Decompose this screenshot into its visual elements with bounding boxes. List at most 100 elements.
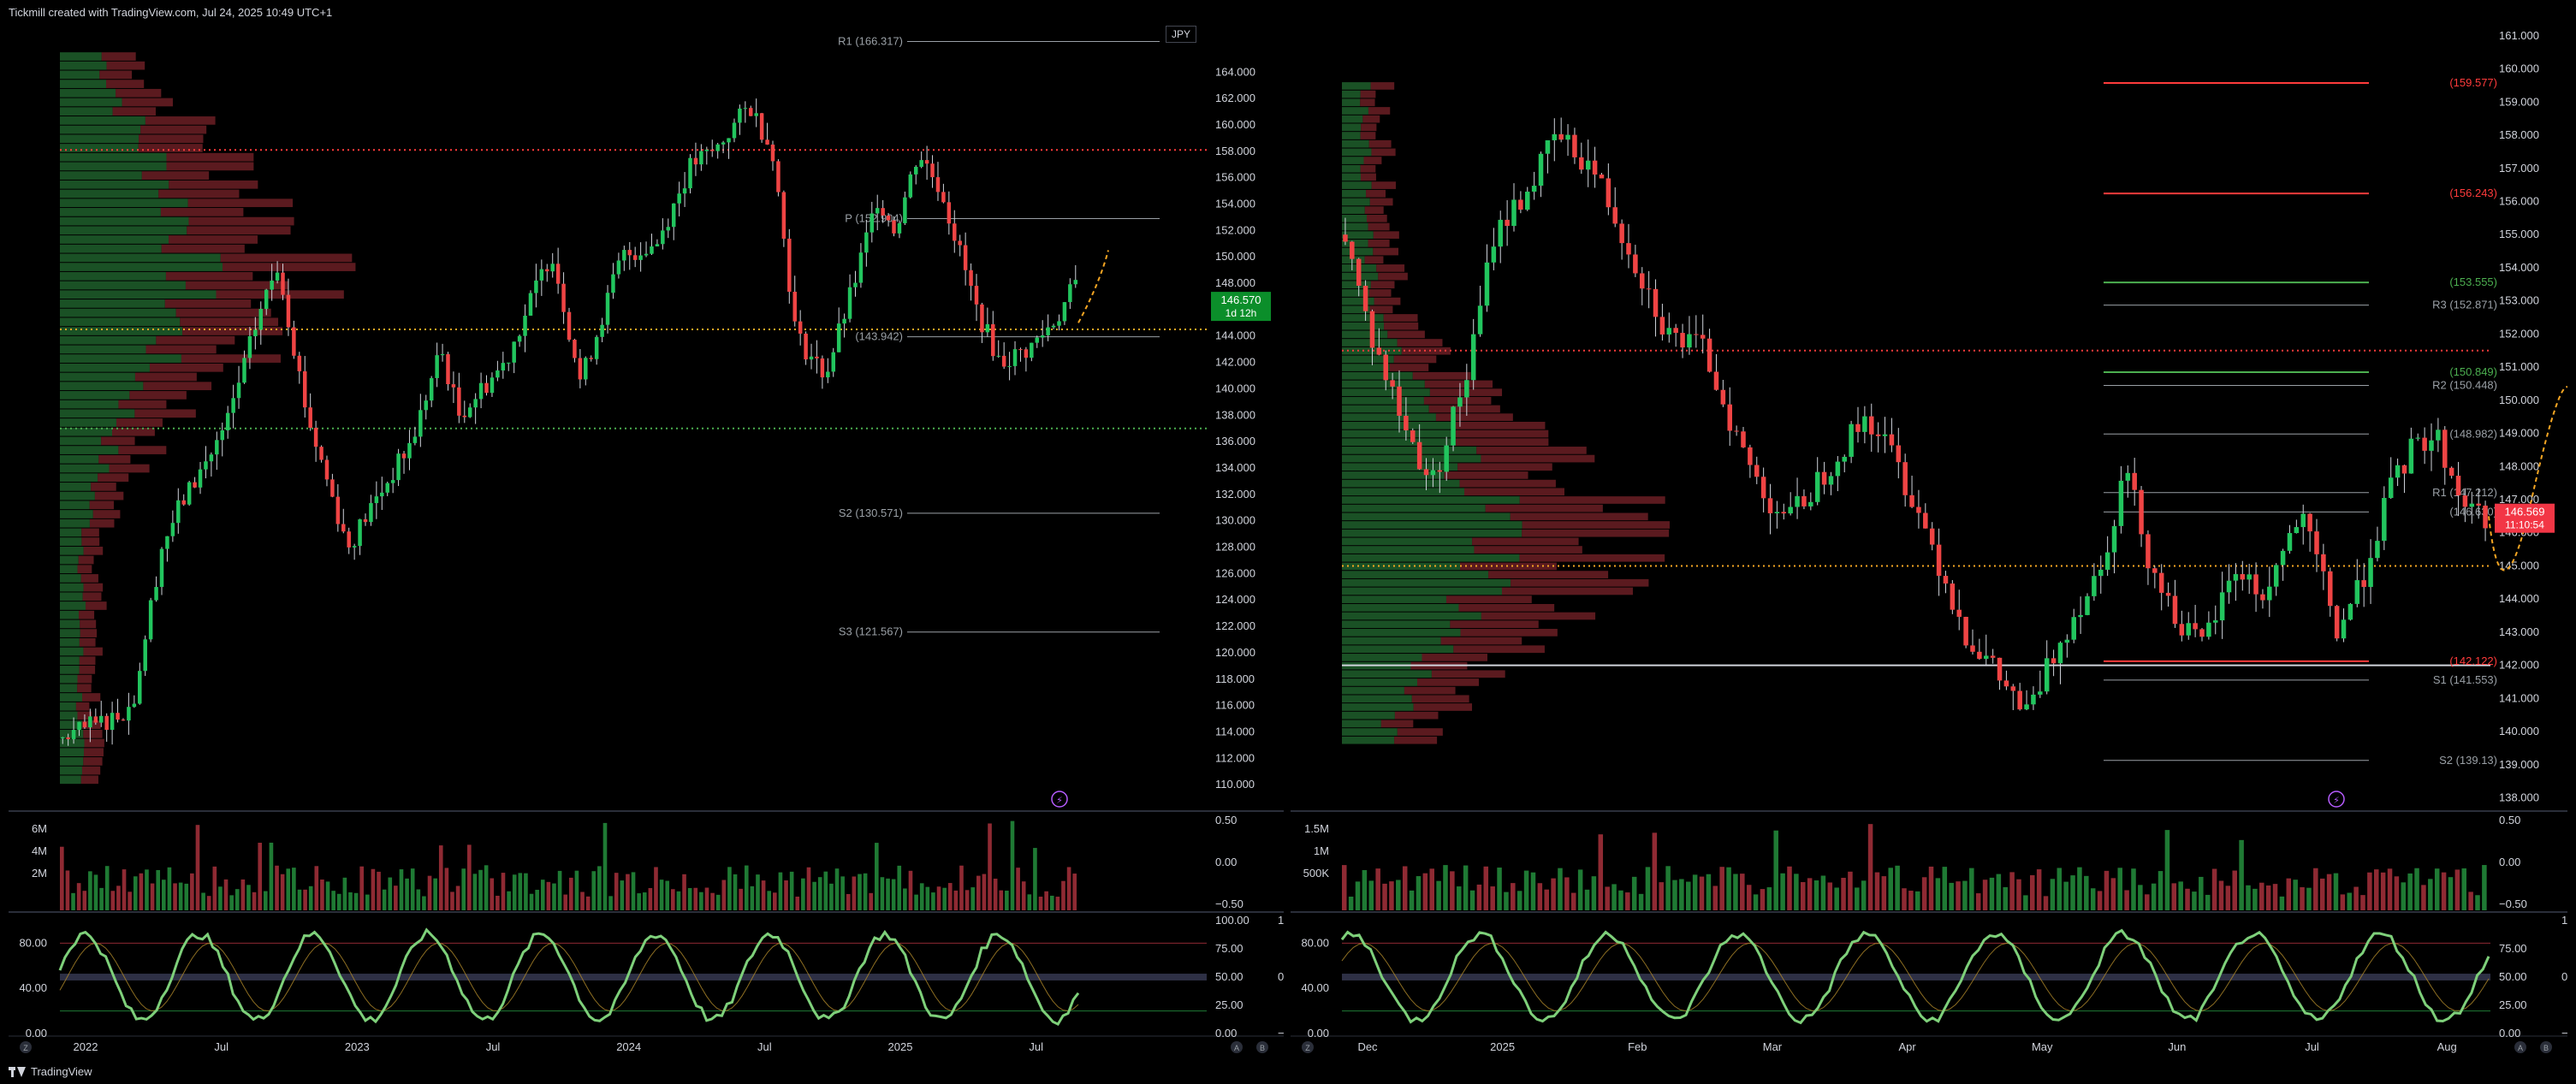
candle-body xyxy=(517,335,522,342)
volume-bar xyxy=(936,886,941,910)
x-tick-label: Jul xyxy=(486,1040,501,1053)
volume-profile-bar xyxy=(1510,512,1648,521)
volume-bar xyxy=(563,894,568,910)
candle-body xyxy=(2307,513,2312,532)
candle-body xyxy=(1956,609,1962,617)
chart-svg-left[interactable]: 164.000 162.000 160.000 158.000 156.000 154.0… xyxy=(9,24,1325,1059)
volume-profile-bar xyxy=(1342,496,1520,504)
pivot-level-label: S2 (139.13) xyxy=(2439,754,2497,767)
candle-body xyxy=(165,536,169,549)
candle-body xyxy=(693,157,698,165)
candle-body xyxy=(1356,258,1362,286)
volume-profile-bar xyxy=(60,290,217,299)
volume-bar xyxy=(490,878,495,910)
volume-profile-bar xyxy=(89,501,114,510)
volume-profile-bar xyxy=(60,510,93,518)
volume-profile-bar xyxy=(1460,629,1558,637)
volume-bar xyxy=(1692,874,1698,910)
volume-bar xyxy=(863,873,868,910)
candle-body xyxy=(1397,386,1402,416)
candle-body xyxy=(1558,133,1564,140)
currency-badge[interactable]: JPY xyxy=(1166,26,1197,43)
volume-profile-bar xyxy=(1342,214,1367,222)
candle-body xyxy=(1821,471,1827,485)
price-badge xyxy=(2495,503,2555,533)
volume-profile-bar xyxy=(1342,603,1459,612)
candle-body xyxy=(804,333,808,360)
volume-bar xyxy=(574,870,579,910)
candle-body xyxy=(864,232,869,253)
volume-profile-bar xyxy=(60,144,139,152)
volume-profile-bar xyxy=(60,52,102,61)
volume-osc-tick-label: 0.00 xyxy=(1215,856,1237,868)
volume-bar xyxy=(727,867,732,910)
volume-profile-bar xyxy=(60,327,183,335)
chart-panel-right[interactable]: 161.000 160.000 159.000 158.000 157.000 156.0… xyxy=(1291,24,2576,1059)
volume-osc-tick-label: 0.00 xyxy=(2499,856,2520,868)
volume-bar xyxy=(104,866,110,910)
y-tick-label: 142.000 xyxy=(1215,356,1255,369)
volume-bar xyxy=(1686,881,1691,910)
candle-body xyxy=(1068,284,1072,303)
chart-svg-right[interactable]: 161.000 160.000 159.000 158.000 157.000 156.0… xyxy=(1291,24,2576,1059)
volume-bar xyxy=(608,896,613,910)
volume-bar xyxy=(1908,891,1914,910)
volume-profile-bar xyxy=(1342,438,1456,447)
candle-body xyxy=(1774,512,1780,513)
candle-body xyxy=(2314,531,2319,554)
candle-body xyxy=(605,293,610,325)
volume-bar xyxy=(704,887,709,910)
y-tick-label: 112.000 xyxy=(1215,751,1255,764)
candle-body xyxy=(770,144,775,162)
volume-bar xyxy=(2293,880,2298,910)
candle-body xyxy=(2003,680,2009,687)
volume-bar xyxy=(773,892,777,910)
y-tick-label: 149.000 xyxy=(2499,427,2539,440)
volume-profile-bar xyxy=(1342,115,1363,123)
volume-bar xyxy=(320,880,324,910)
chart-panel-left[interactable]: 164.000 162.000 160.000 158.000 156.000 154.0… xyxy=(9,24,1325,1059)
volume-bar xyxy=(897,865,902,910)
candle-body xyxy=(963,245,968,270)
volume-bar xyxy=(1787,866,1792,910)
volume-profile-bar xyxy=(60,537,82,546)
volume-profile-bar xyxy=(1342,82,1371,90)
candle-body xyxy=(132,703,137,708)
volume-bar xyxy=(427,875,432,910)
candle-body xyxy=(1700,335,1706,339)
volume-profile-bar xyxy=(60,70,100,80)
candle-body xyxy=(1001,355,1006,367)
candle-body xyxy=(809,356,814,360)
candle-body xyxy=(501,363,506,371)
volume-profile-bar xyxy=(91,483,116,491)
volume-bar xyxy=(2192,891,2197,910)
candle-body xyxy=(1997,657,2003,681)
candle-body xyxy=(71,730,76,739)
y-tick-label: 132.000 xyxy=(1215,488,1255,501)
volume-bar xyxy=(2300,887,2305,910)
candle-body xyxy=(594,336,599,359)
tradingview-brand[interactable]: TradingView xyxy=(9,1065,92,1078)
volume-profile-bar xyxy=(60,711,78,720)
volume-profile-bar xyxy=(1481,612,1596,620)
top-bar: Tickmill created with TradingView.com, J… xyxy=(0,0,2576,24)
volume-bar xyxy=(2070,875,2075,910)
candle-body xyxy=(247,335,252,358)
y-tick-label: 151.000 xyxy=(2499,360,2539,373)
volume-bar xyxy=(280,874,285,910)
candle-body xyxy=(1511,199,1517,227)
y-tick-label: 118.000 xyxy=(1215,672,1255,685)
candle-body xyxy=(935,177,941,193)
volume-profile-bar xyxy=(1342,123,1362,132)
candle-body xyxy=(1552,133,1558,140)
candle-body xyxy=(506,362,511,364)
volume-bar xyxy=(336,893,341,910)
volume-profile-bar xyxy=(60,263,223,271)
volume-profile-bar xyxy=(60,354,181,363)
axis-marker-label: A xyxy=(2518,1044,2523,1052)
volume-bar xyxy=(2063,881,2069,910)
y-tick-label: 154.000 xyxy=(1215,198,1255,210)
candle-body xyxy=(1882,434,1888,436)
volume-profile-bar xyxy=(1342,703,1414,711)
rsi-tick-label: 0.00 xyxy=(26,1027,47,1040)
